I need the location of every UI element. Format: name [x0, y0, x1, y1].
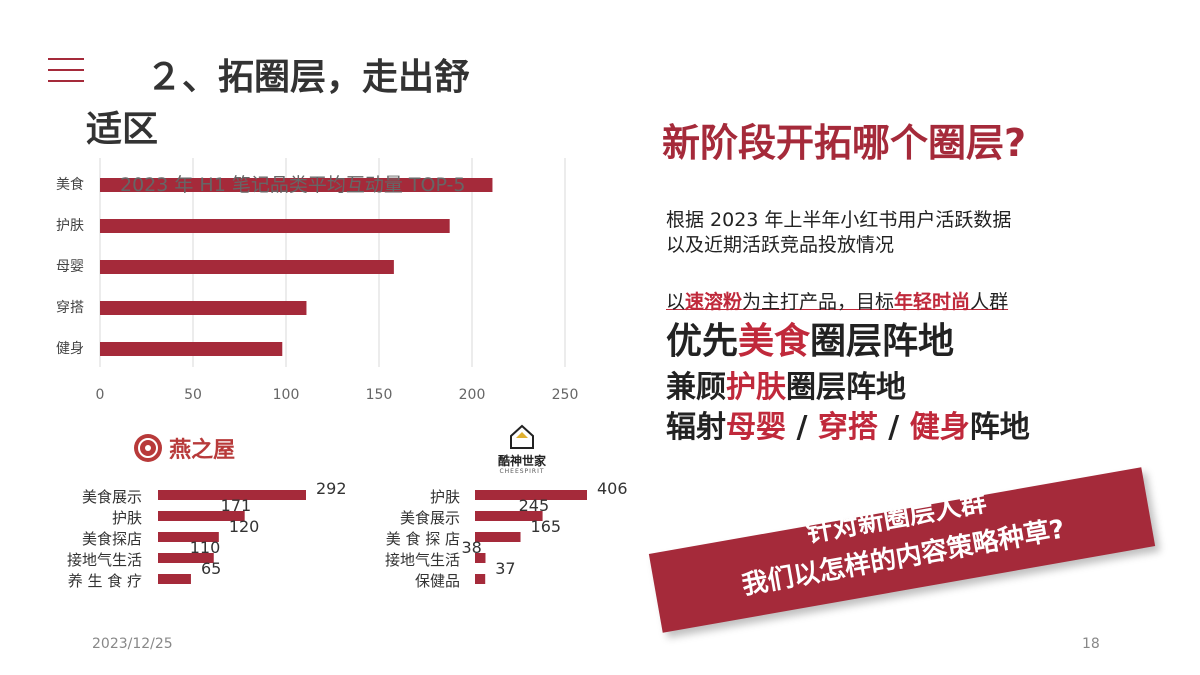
data-source-line1: 根据 2023 年上半年小红书用户活跃数据 [666, 209, 1012, 231]
main-chart-category-label: 穿搭 [56, 300, 84, 316]
main-chart-bar [100, 342, 283, 356]
main-chart-x-tick: 200 [459, 387, 486, 403]
small-chart-bar [475, 490, 587, 500]
slide-title-line1: ２、拓圈层，走出舒 [146, 57, 471, 98]
cheespirit-logo: 酷神世家 CHEESPIRIT [492, 424, 552, 475]
small-chart-value-label: 38 [461, 538, 481, 557]
target-suffix: 人群 [970, 291, 1009, 313]
main-chart-x-tick: 0 [96, 387, 105, 403]
line-b-highlight: 护肤 [726, 370, 786, 405]
slide-page-number: 18 [1082, 636, 1100, 652]
small-chart-bar [475, 574, 486, 584]
small-chart-category-label: 养 生 食 疗 [68, 572, 142, 590]
yanzhiwu-logo: 燕之屋 [132, 432, 235, 464]
yanzhiwu-emblem-icon [134, 434, 162, 462]
priority-line-others: 辐射母婴 / 穿搭 / 健身阵地 [666, 402, 1030, 446]
main-chart-x-tick: 150 [366, 387, 393, 403]
small-chart-value-label: 110 [190, 538, 221, 557]
target-mid: 为主打产品，目标 [742, 291, 895, 313]
small-chart-category-label: 保健品 [415, 572, 460, 590]
main-chart-x-tick: 250 [552, 387, 579, 403]
yanzhiwu-brand-name: 燕之屋 [169, 438, 236, 463]
small-chart-bar [475, 532, 521, 542]
line-a-highlight: 美食 [738, 321, 811, 362]
slide-date: 2023/12/25 [92, 636, 173, 652]
small-chart-value-label: 165 [531, 517, 562, 536]
line-b-prefix: 兼顾 [666, 370, 726, 405]
small-chart-value-label: 292 [316, 479, 347, 498]
small-chart-category-label: 美 食 探 店 [386, 530, 460, 548]
line-a-prefix: 优先 [666, 321, 739, 362]
data-source-line2: 以及近期活跃竞品投放情况 [666, 234, 895, 256]
slide-title: ２、拓圈层，走出舒 适区 [86, 52, 556, 156]
main-chart-category-label: 护肤 [56, 218, 84, 234]
small-chart-value-label: 406 [597, 479, 628, 498]
small-chart-category-label: 护肤 [112, 509, 142, 527]
priority-line-skincare: 兼顾护肤圈层阵地 [666, 362, 906, 406]
main-chart-bar [100, 301, 307, 315]
cheespirit-brand-sub: CHEESPIRIT [499, 468, 545, 475]
line-a-suffix: 圈层阵地 [810, 321, 955, 362]
small-chart-category-label: 接地气生活 [67, 551, 142, 569]
cheespirit-house-icon [510, 424, 534, 449]
slide-title-line2: 适区 [86, 109, 159, 150]
small-chart-category-label: 接地气生活 [385, 551, 460, 569]
line-c-highlight-2: 穿搭 [817, 410, 878, 445]
strategy-banner-text: 针对新圈层人群 我们以怎样的内容策略种草? [637, 453, 1163, 622]
small-chart-category-label: 美食展示 [82, 488, 142, 506]
main-chart-bar [100, 178, 493, 192]
line-c-suffix: 阵地 [969, 410, 1030, 445]
small-chart-bar [158, 553, 214, 563]
priority-line-food: 优先美食圈层阵地 [666, 312, 954, 364]
small-chart-category-label: 护肤 [430, 488, 460, 506]
main-chart-x-tick: 50 [184, 387, 202, 403]
small-chart-bar [475, 511, 543, 521]
menu-icon[interactable] [48, 58, 84, 86]
line-b-suffix: 圈层阵地 [786, 370, 906, 405]
small-chart-bar [158, 574, 191, 584]
line-c-highlight-1: 母婴 [726, 410, 786, 445]
right-heading: 新阶段开拓哪个圈层? [662, 121, 1027, 165]
small-chart-bar [158, 511, 245, 521]
main-chart-x-tick: 100 [273, 387, 300, 403]
main-chart-bar [100, 260, 394, 274]
cheespirit-brand-name: 酷神世家 [497, 454, 546, 468]
main-chart-bar [100, 219, 450, 233]
main-chart-title: 2023 年 H1 笔记品类平均互动量 TOP-5 [120, 174, 466, 196]
line-c-prefix: 辐射 [666, 410, 726, 445]
main-chart-category-label: 美食 [56, 176, 84, 193]
target-prefix: 以 [666, 291, 686, 313]
small-chart-bar [158, 490, 306, 500]
main-chart-category-label: 健身 [56, 341, 84, 357]
line-c-sep-2: / [877, 410, 910, 445]
yanzhiwu-bar-chart: 美食展示 292 护肤 171 美食探店 120 接地气生活 110 养 生 食 疗 65 [67, 479, 347, 590]
small-chart-value-label: 245 [519, 496, 550, 515]
small-chart-bar [158, 532, 219, 542]
target-group: 年轻时尚 [894, 291, 971, 313]
small-chart-value-label: 120 [229, 517, 260, 536]
main-chart-category-label: 母婴 [56, 259, 84, 275]
target-line: 以速溶粉为主打产品，目标年轻时尚人群 [666, 287, 1008, 314]
small-chart-value-label: 65 [201, 559, 221, 578]
small-chart-value-label: 37 [495, 559, 515, 578]
small-chart-category-label: 美食展示 [400, 509, 460, 527]
line-c-highlight-3: 健身 [909, 410, 970, 445]
line-c-sep-1: / [786, 410, 818, 445]
target-product: 速溶粉 [685, 291, 743, 313]
small-chart-bar [475, 553, 486, 563]
small-chart-category-label: 美食探店 [82, 530, 142, 548]
small-chart-value-label: 171 [221, 496, 252, 515]
